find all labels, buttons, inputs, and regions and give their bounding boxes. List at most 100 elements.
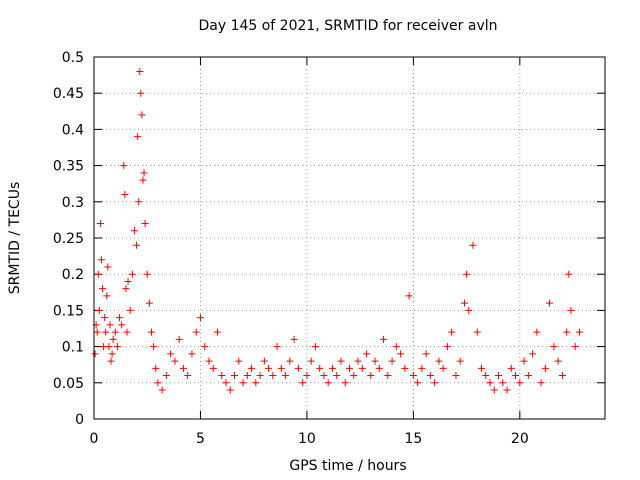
data-point [143, 270, 151, 278]
y-tick-label: 0.1 [62, 340, 84, 356]
data-point [303, 372, 311, 380]
data-point [418, 364, 426, 372]
data-point [231, 372, 239, 380]
x-axis-label: GPS time / hours [289, 458, 406, 474]
data-point [529, 350, 537, 358]
data-point [546, 299, 554, 307]
data-point [316, 364, 324, 372]
data-point [133, 241, 141, 249]
data-point [150, 343, 158, 351]
data-point [537, 379, 545, 387]
gridlines [94, 57, 605, 419]
data-point [97, 256, 105, 264]
data-point [328, 364, 336, 372]
y-tick-label: 0.35 [53, 159, 84, 175]
data-point [120, 162, 128, 170]
y-tick-label: 0.05 [53, 376, 84, 392]
data-point [121, 191, 129, 199]
data-point [126, 306, 134, 314]
data-point [482, 372, 490, 380]
data-point [99, 285, 107, 293]
data-point [307, 357, 315, 365]
data-point [495, 372, 503, 380]
data-point [122, 285, 130, 293]
data-point [435, 357, 443, 365]
data-point [235, 357, 243, 365]
data-point [239, 379, 247, 387]
data-point [422, 350, 430, 358]
data-point [162, 372, 170, 380]
data-point [401, 364, 409, 372]
data-point [213, 328, 221, 336]
data-point [93, 328, 101, 336]
data-point [512, 372, 520, 380]
data-point [286, 357, 294, 365]
data-point [96, 220, 104, 228]
data-point [311, 343, 319, 351]
data-point [490, 386, 498, 394]
data-point [277, 364, 285, 372]
data-point [140, 169, 148, 177]
data-point [478, 364, 486, 372]
y-tick-label: 0.45 [53, 86, 84, 102]
data-point [130, 227, 138, 235]
data-point [104, 263, 112, 271]
data-point [473, 328, 481, 336]
data-point [507, 364, 515, 372]
data-point [147, 328, 155, 336]
axis-ticks: 0 0.05 0.1 0.15 0.2 0.25 0.3 0.35 0.4 0.45 0.5 0 5 10… [53, 50, 605, 447]
y-tick-label: 0.25 [53, 231, 84, 247]
data-point [265, 364, 273, 372]
data-point [123, 328, 131, 336]
data-point [248, 364, 256, 372]
data-point [563, 328, 571, 336]
data-point [282, 372, 290, 380]
y-tick-label: 0 [75, 412, 84, 428]
data-point [222, 379, 230, 387]
data-point [205, 357, 213, 365]
data-point [171, 357, 179, 365]
data-point [134, 133, 142, 141]
data-point [397, 350, 405, 358]
data-point [201, 343, 209, 351]
data-point [218, 372, 226, 380]
data-point [565, 270, 573, 278]
data-point [341, 379, 349, 387]
data-point [252, 379, 260, 387]
data-point [116, 314, 124, 322]
data-point [558, 372, 566, 380]
data-point [465, 306, 473, 314]
data-point [503, 386, 511, 394]
data-point [414, 379, 422, 387]
data-point [426, 372, 434, 380]
data-point [337, 357, 345, 365]
data-point [111, 328, 119, 336]
x-tick-label: 0 [90, 431, 99, 447]
data-point [192, 328, 200, 336]
data-point [226, 386, 234, 394]
data-point [392, 343, 400, 351]
data-point [463, 270, 471, 278]
data-point [102, 328, 110, 336]
x-tick-label: 15 [404, 431, 422, 447]
data-point [460, 299, 468, 307]
data-point [109, 335, 117, 343]
data-point [137, 89, 145, 97]
x-tick-label: 5 [196, 431, 205, 447]
data-point [380, 335, 388, 343]
data-point [113, 343, 121, 351]
data-point [324, 379, 332, 387]
data-point [499, 379, 507, 387]
data-point [516, 379, 524, 387]
data-point [184, 372, 192, 380]
data-point [101, 314, 109, 322]
data-point [384, 372, 392, 380]
data-point [320, 372, 328, 380]
data-point [524, 372, 532, 380]
data-point [107, 357, 115, 365]
data-point [91, 350, 99, 358]
data-point [128, 270, 136, 278]
data-point [469, 241, 477, 249]
data-points [91, 67, 583, 394]
